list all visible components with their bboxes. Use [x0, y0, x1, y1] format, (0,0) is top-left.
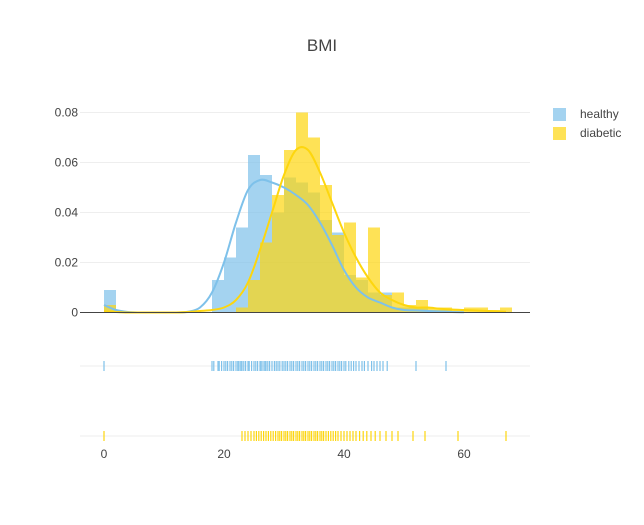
- legend-item-diabetic[interactable]: diabetic: [553, 126, 621, 140]
- histogram-bar-diabetic[interactable]: [308, 137, 320, 313]
- histogram-bar-diabetic[interactable]: [416, 300, 428, 313]
- legend-label: healthy: [580, 107, 619, 121]
- histogram-bar-diabetic[interactable]: [236, 307, 248, 313]
- histogram-bar-diabetic[interactable]: [344, 222, 356, 313]
- y-tick-labels: 0 0.02 0.04 0.06 0.08: [55, 106, 79, 320]
- y-tick-label: 0.06: [55, 156, 79, 170]
- x-tick-label: 0: [101, 447, 108, 461]
- legend-item-healthy[interactable]: healthy: [553, 107, 619, 121]
- histogram-bar-diabetic[interactable]: [296, 112, 308, 313]
- x-tick-labels: 0 20 40 60: [101, 447, 471, 461]
- y-tick-label: 0.04: [55, 206, 79, 220]
- rug-healthy: [80, 361, 530, 371]
- y-tick-label: 0.02: [55, 256, 79, 270]
- legend-label: diabetic: [580, 126, 621, 140]
- histogram-bar-diabetic[interactable]: [404, 305, 416, 313]
- histogram-bar-diabetic[interactable]: [320, 185, 332, 313]
- histogram-bar-diabetic[interactable]: [260, 242, 272, 313]
- histogram-bar-diabetic[interactable]: [284, 150, 296, 313]
- legend[interactable]: healthy diabetic: [553, 107, 621, 140]
- histogram-bar-diabetic[interactable]: [272, 195, 284, 313]
- legend-swatch: [553, 108, 566, 121]
- histogram-bar-diabetic[interactable]: [500, 307, 512, 313]
- rug-plots: [80, 361, 530, 441]
- histogram-bar-diabetic[interactable]: [428, 307, 440, 313]
- chart-title: BMI: [307, 36, 337, 55]
- histogram-bar-healthy[interactable]: [236, 227, 248, 313]
- rug-diabetic: [80, 431, 530, 441]
- histogram-bar-healthy[interactable]: [224, 257, 236, 313]
- histogram-bar-diabetic[interactable]: [356, 277, 368, 313]
- histogram-bar-diabetic[interactable]: [332, 235, 344, 313]
- x-tick-label: 20: [217, 447, 231, 461]
- histogram-bar-diabetic[interactable]: [368, 227, 380, 313]
- y-tick-label: 0: [71, 306, 78, 320]
- x-tick-label: 60: [457, 447, 471, 461]
- legend-swatch: [553, 127, 566, 140]
- histogram-bar-diabetic[interactable]: [248, 280, 260, 313]
- x-tick-label: 40: [337, 447, 351, 461]
- histogram-diabetic: [104, 112, 512, 313]
- y-tick-label: 0.08: [55, 106, 79, 120]
